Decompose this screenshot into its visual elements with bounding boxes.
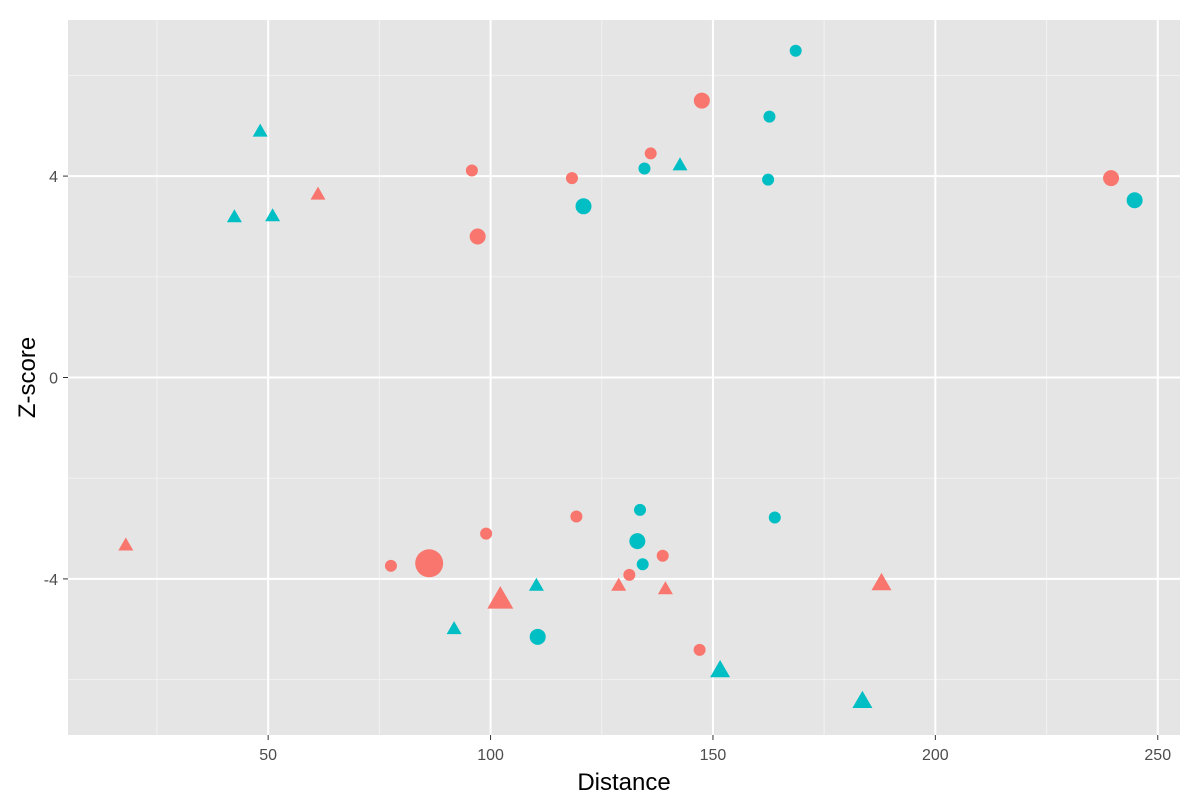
data-point-triangle-teal xyxy=(252,123,268,137)
data-point-circle-salmon xyxy=(384,559,397,572)
data-point-circle-salmon xyxy=(465,164,478,177)
data-point-circle-teal xyxy=(629,533,646,550)
data-point-triangle-salmon xyxy=(611,577,627,591)
data-point-triangle-teal xyxy=(265,208,281,222)
data-point-triangle-teal xyxy=(446,621,462,635)
x-tick-label: 100 xyxy=(477,747,504,764)
data-point-circle-teal xyxy=(575,198,592,215)
y-tick-label: 4 xyxy=(49,169,58,186)
data-point-circle-salmon xyxy=(693,643,706,656)
data-point-circle-salmon xyxy=(480,527,493,540)
x-tick-label: 250 xyxy=(1144,747,1171,764)
x-axis-title: Distance xyxy=(577,769,670,796)
data-point-circle-teal xyxy=(762,173,775,186)
data-point-triangle-salmon xyxy=(310,186,326,200)
data-point-circle-teal xyxy=(763,110,776,123)
data-point-circle-salmon xyxy=(1103,170,1120,187)
data-point-circle-teal xyxy=(638,162,651,175)
x-tick-label: 150 xyxy=(700,747,727,764)
data-point-circle-teal xyxy=(1126,192,1143,209)
x-tick-label: 200 xyxy=(922,747,949,764)
data-point-circle-salmon xyxy=(469,228,486,245)
data-point-triangle-salmon xyxy=(871,572,892,591)
data-point-circle-teal xyxy=(789,44,802,57)
data-point-circle-salmon xyxy=(565,172,578,185)
data-point-circle-salmon xyxy=(693,92,710,109)
y-tick-label: 0 xyxy=(49,371,58,388)
data-point-circle-salmon xyxy=(623,568,636,581)
data-point-triangle-salmon xyxy=(657,581,673,595)
data-point-triangle-teal xyxy=(528,577,544,591)
data-points xyxy=(118,44,1143,708)
data-point-triangle-teal xyxy=(852,690,873,708)
data-point-circle-salmon xyxy=(570,510,583,523)
data-point-triangle-teal xyxy=(710,660,731,678)
data-point-triangle-salmon xyxy=(487,586,514,609)
x-tick-label: 50 xyxy=(259,747,277,764)
data-point-triangle-teal xyxy=(672,157,688,171)
data-point-circle-salmon xyxy=(656,549,669,562)
y-axis-title: Z-score xyxy=(14,337,41,418)
major-gridlines xyxy=(68,20,1180,735)
data-point-circle-teal xyxy=(634,503,647,516)
data-point-triangle-salmon xyxy=(118,537,134,551)
y-tick-label: -4 xyxy=(44,572,58,589)
data-point-circle-salmon xyxy=(644,147,657,160)
x-axis-ticks: 50 100 150 200 250 xyxy=(259,735,1171,764)
y-axis-ticks: -4 0 4 xyxy=(44,169,68,589)
data-point-circle-teal xyxy=(768,511,781,524)
data-point-circle-teal xyxy=(529,628,546,645)
data-point-circle-teal xyxy=(636,558,649,571)
data-point-circle-salmon xyxy=(415,549,444,578)
data-point-triangle-teal xyxy=(226,209,242,223)
